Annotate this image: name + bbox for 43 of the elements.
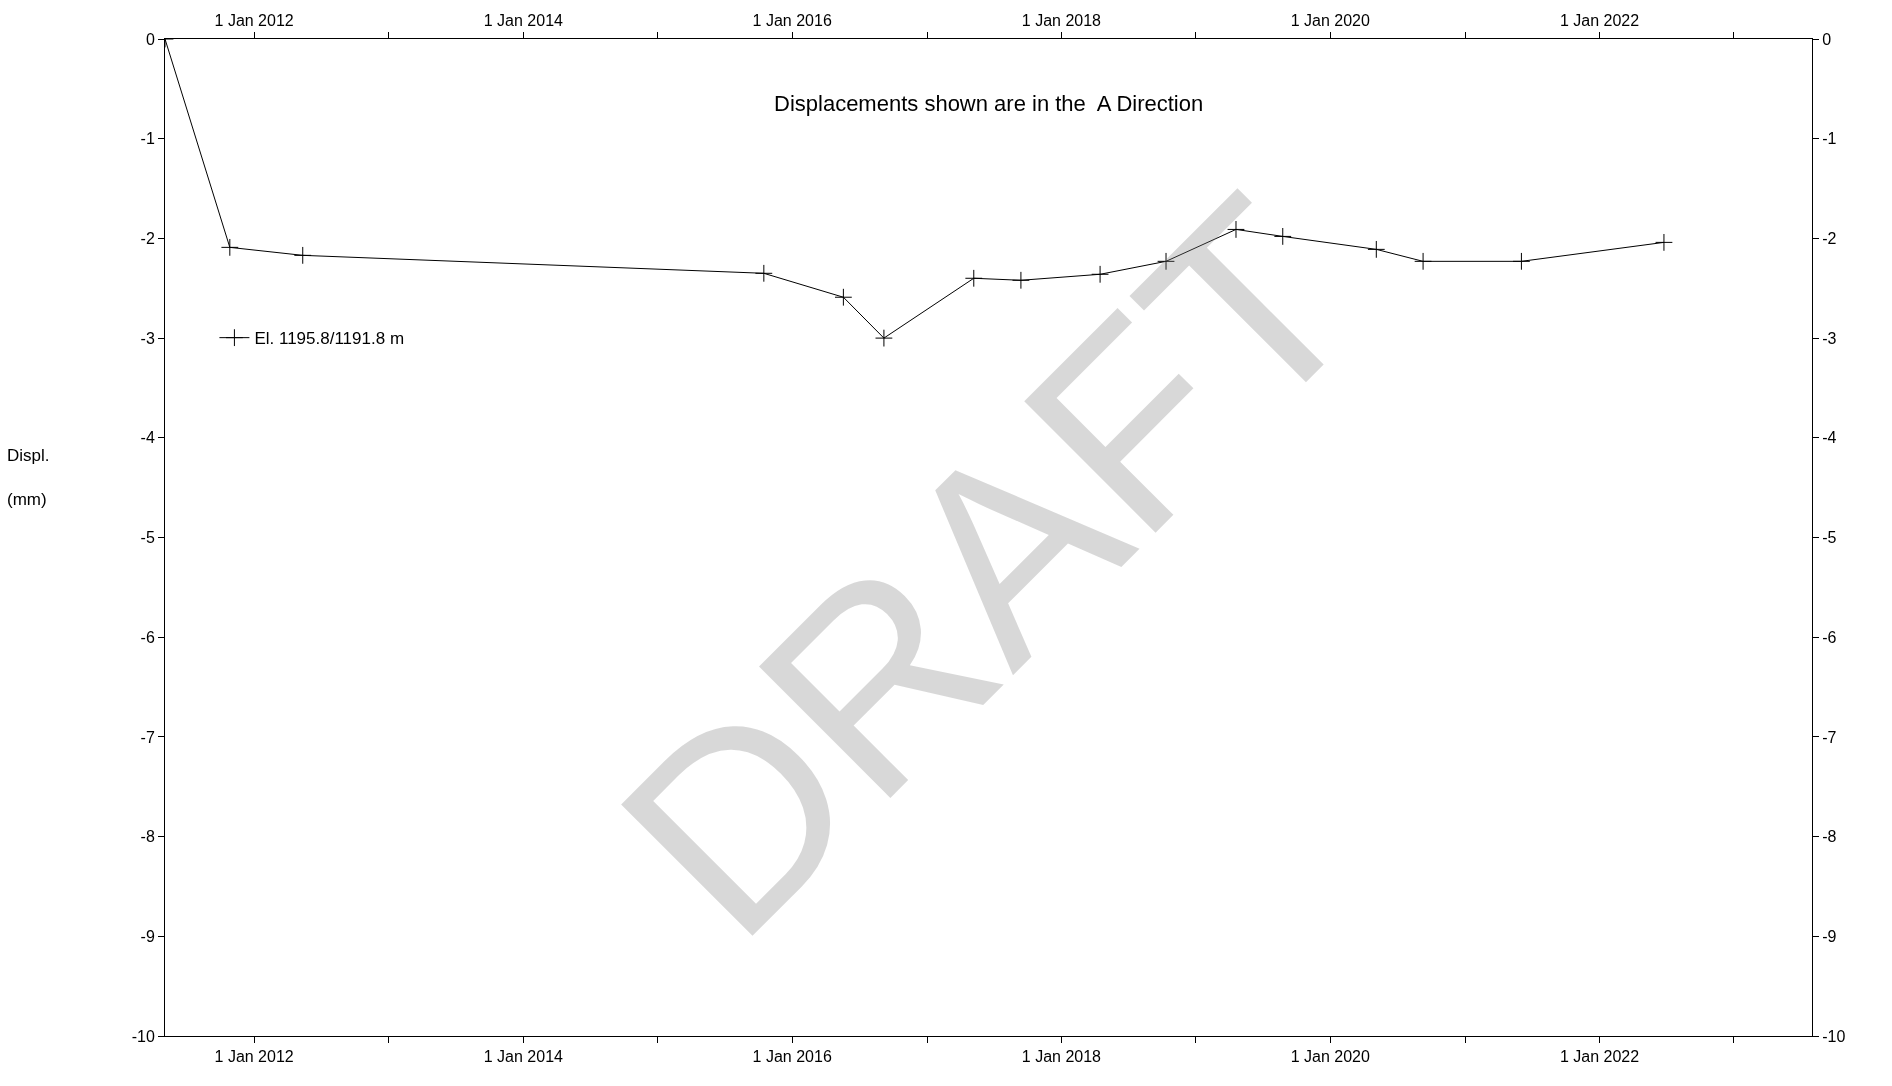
y-tick-label: -5 <box>140 529 155 547</box>
point <box>1512 252 1531 271</box>
point <box>1655 233 1673 252</box>
y2-tick-label: -2 <box>1822 230 1837 247</box>
y2-tick-label: -1 <box>1822 130 1837 148</box>
y2-tick-label: 0 <box>1822 30 1832 48</box>
x-tick-label: 1 Jan 2016 <box>752 11 832 29</box>
y-tick-label: -2 <box>140 230 155 247</box>
y-tick-label: -4 <box>140 429 155 447</box>
y-tick-label: -9 <box>140 927 155 945</box>
x2-tick-label: 1 Jan 2018 <box>1021 1048 1102 1066</box>
x-tick-label: 1 Jan 2018 <box>1021 11 1102 29</box>
y2-tick-label: -9 <box>1822 927 1837 945</box>
x-tick-label: 1 Jan 2014 <box>483 11 564 29</box>
x2-tick-label: 1 Jan 2020 <box>1290 1048 1370 1066</box>
y-tick-label: -3 <box>140 329 155 347</box>
y2-tick-label: -7 <box>1822 728 1837 746</box>
point <box>293 246 312 265</box>
text: Displacements shown are in the A Direction <box>774 91 1204 116</box>
y-tick-label: -8 <box>140 828 155 846</box>
x2-tick-label: 1 Jan 2012 <box>214 1048 294 1066</box>
y2-tick-label: -3 <box>1822 329 1837 347</box>
y-tick-label: -10 <box>131 1027 155 1045</box>
y-tick-label: 0 <box>145 30 155 48</box>
y-tick-label: -1 <box>140 130 155 148</box>
x2-tick-label: 1 Jan 2022 <box>1559 1048 1640 1066</box>
x2-tick-label: 1 Jan 2016 <box>752 1048 832 1066</box>
y2-tick-label: -4 <box>1822 429 1837 447</box>
x-tick-label: 1 Jan 2020 <box>1290 11 1370 29</box>
y-tick-label: -6 <box>140 628 155 646</box>
text: Displ. (mm) <box>7 446 50 510</box>
y-tick-label: -7 <box>140 728 155 746</box>
y2-tick-label: -5 <box>1822 529 1837 547</box>
point <box>1414 252 1432 271</box>
point <box>1367 240 1386 259</box>
x2-tick-label: 1 Jan 2014 <box>483 1048 564 1066</box>
y2-tick-label: -6 <box>1822 628 1837 646</box>
x-tick-label: 1 Jan 2012 <box>214 11 294 29</box>
y2-tick-label: -8 <box>1822 828 1837 846</box>
y2-tick-label: -10 <box>1822 1027 1846 1045</box>
point <box>220 238 239 257</box>
x-tick-label: 1 Jan 2022 <box>1559 11 1640 29</box>
legend-label: El. 1195.8/1191.8 m <box>254 329 405 349</box>
